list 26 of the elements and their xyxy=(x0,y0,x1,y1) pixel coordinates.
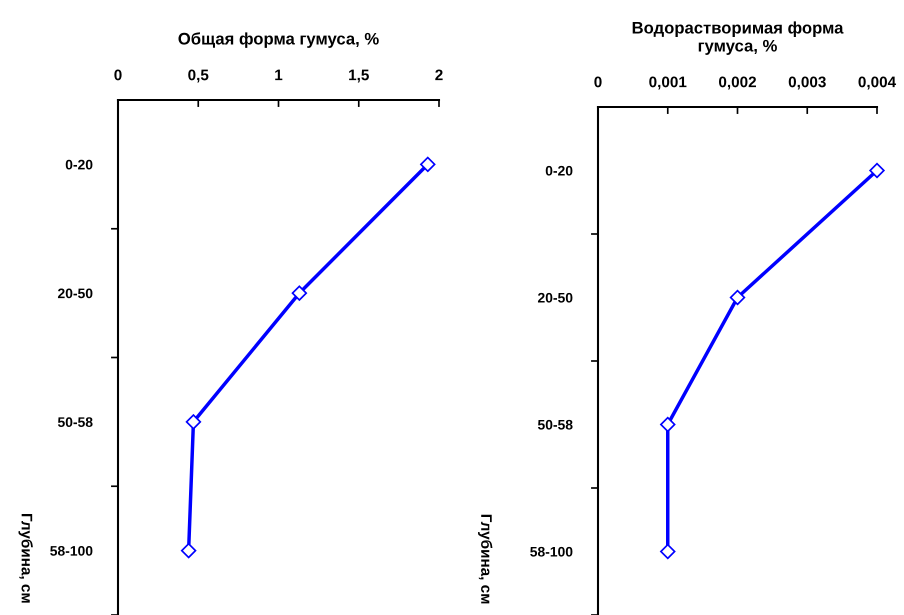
x-tick-label: 1,5 xyxy=(349,70,369,83)
point xyxy=(180,542,196,558)
y-tick-label: 20-50 xyxy=(538,292,572,303)
y-tick-label: 50-58 xyxy=(58,417,93,428)
y-tick-label: 0-20 xyxy=(66,160,92,170)
point xyxy=(292,285,308,301)
y-tick-label: 50-58 xyxy=(538,420,573,430)
x-tick-label: 0 xyxy=(594,76,602,88)
x-tick-label: 0,001 xyxy=(649,76,686,90)
x-tick-label: 0,5 xyxy=(188,69,208,83)
x-tick-label: 0,003 xyxy=(788,76,826,90)
y-tick-label: 20-50 xyxy=(58,288,92,298)
y-tick-label: 0-20 xyxy=(546,166,572,176)
point xyxy=(186,414,202,430)
y-tick-label: 58-100 xyxy=(50,546,92,556)
y-tick-label: 58-100 xyxy=(530,546,572,557)
y-axis-title: Глубина, см xyxy=(18,514,33,603)
x-tick-label: 0,002 xyxy=(718,76,756,90)
x-tick-label: 1 xyxy=(275,70,282,80)
y-axis-title: Глубина, см xyxy=(478,514,492,604)
x-tick-label: 2 xyxy=(435,69,443,80)
chart-title: Общая форма гумуса, % xyxy=(178,32,379,48)
x-tick-label: 0,004 xyxy=(858,76,896,90)
point xyxy=(420,156,436,172)
chart-title: Водорастворимая форма гумуса, % xyxy=(632,21,844,55)
x-tick-label: 0 xyxy=(114,69,122,80)
